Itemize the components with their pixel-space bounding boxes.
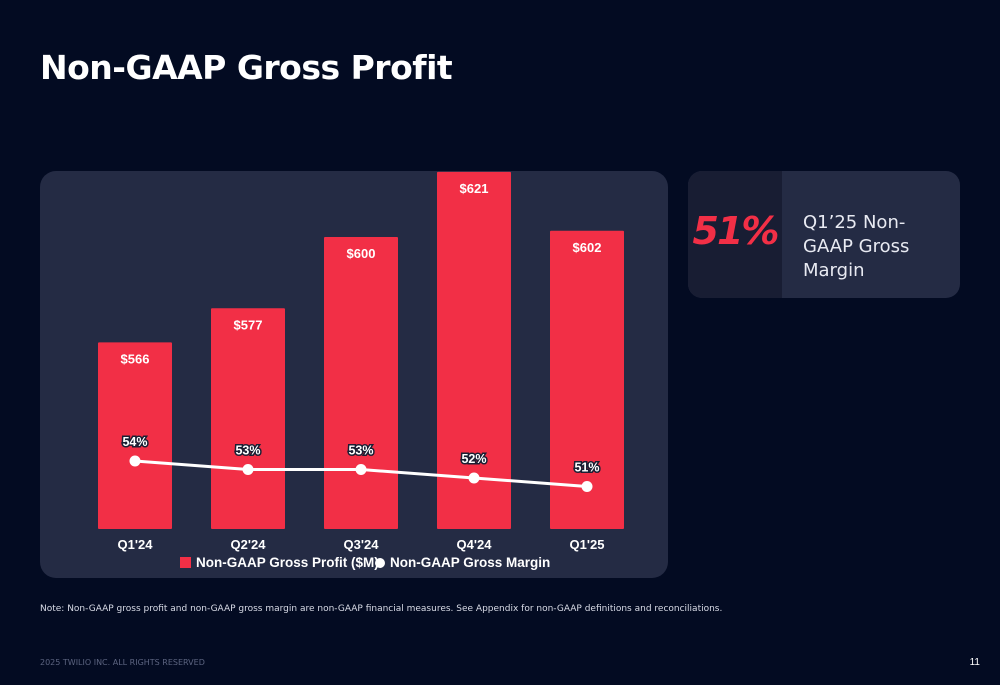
margin-value-label: 52% bbox=[461, 452, 486, 466]
legend-label-bar: Non-GAAP Gross Profit ($M) bbox=[196, 555, 379, 570]
bar-1 bbox=[211, 308, 285, 529]
margin-value-label: 53% bbox=[348, 444, 373, 458]
kpi-value-box: 51% bbox=[688, 171, 782, 298]
margin-point bbox=[581, 481, 593, 492]
category-label: Q2'24 bbox=[231, 537, 267, 552]
margin-point bbox=[468, 472, 480, 484]
margin-point bbox=[242, 464, 254, 475]
category-label: Q1'24 bbox=[118, 537, 154, 552]
page-number: 11 bbox=[969, 657, 980, 668]
chart-canvas: $566 Q1'24 $577 Q2'24 $600 Q3'24 $621 Q4'24 $602… bbox=[98, 171, 624, 570]
footnote: Note: Non-GAAP gross profit and non-GAAP… bbox=[40, 604, 723, 614]
bar-4 bbox=[550, 230, 624, 530]
bar-3 bbox=[437, 171, 511, 529]
margin-value-label: 51% bbox=[574, 461, 599, 475]
margin-point bbox=[355, 464, 367, 475]
margin-value-label: 54% bbox=[122, 435, 147, 449]
bar-value-label: $577 bbox=[234, 317, 263, 332]
bar-value-label: $566 bbox=[121, 351, 150, 366]
legend-label-line: Non-GAAP Gross Margin bbox=[390, 555, 550, 570]
kpi-card: 51% Q1’25 Non-GAAP Gross Margin bbox=[688, 171, 960, 298]
margin-value-label: 53% bbox=[235, 444, 260, 458]
copyright: 2025 TWILIO INC. ALL RIGHTS RESERVED bbox=[40, 658, 205, 667]
bar-value-label: $602 bbox=[573, 240, 602, 255]
gross-profit-chart: $566 Q1'24 $577 Q2'24 $600 Q3'24 $621 Q4'24 $602… bbox=[40, 171, 668, 578]
kpi-label: Q1’25 Non-GAAP Gross Margin bbox=[803, 212, 910, 281]
margin-point bbox=[129, 455, 141, 467]
legend-swatch-line bbox=[375, 558, 385, 568]
bar-2 bbox=[324, 237, 398, 529]
bar-0 bbox=[98, 342, 172, 529]
bar-value-label: $621 bbox=[460, 181, 489, 196]
bar-value-label: $600 bbox=[347, 246, 376, 261]
category-label: Q1'25 bbox=[570, 537, 605, 552]
kpi-value: 51% bbox=[692, 209, 780, 253]
category-label: Q3'24 bbox=[344, 537, 380, 552]
page-title: Non-GAAP Gross Profit bbox=[40, 48, 453, 87]
category-label: Q4'24 bbox=[457, 537, 493, 552]
legend-swatch-bar bbox=[180, 557, 191, 568]
